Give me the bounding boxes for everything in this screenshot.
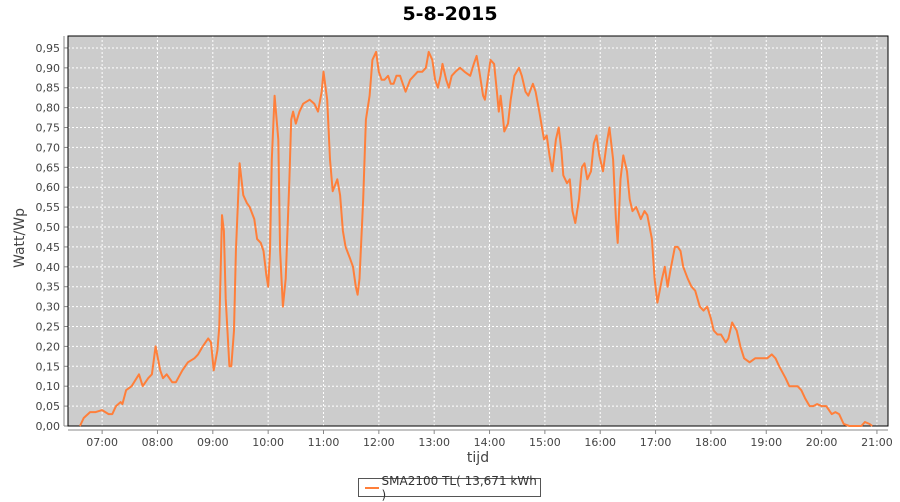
series-line [79,50,873,427]
y-tick-label: 0,90 [36,62,61,75]
y-tick-label: 0,40 [36,261,61,274]
y-tick-label: 0,60 [36,181,61,194]
y-tick-label: 0,15 [36,360,61,373]
x-tick-label: 08:00 [142,436,174,449]
legend-swatch [365,486,379,489]
x-tick-label: 19:00 [750,436,782,449]
y-tick-label: 0,10 [36,380,61,393]
x-tick-label: 13:00 [418,436,450,449]
x-tick-label: 20:00 [806,436,838,449]
y-tick-label: 0,45 [36,241,61,254]
x-tick-label: 16:00 [584,436,616,449]
y-tick-label: 0,05 [36,400,61,413]
y-tick-label: 0,20 [36,340,61,353]
y-tick-label: 0,50 [36,221,61,234]
plot-border [67,35,889,427]
x-tick-label: 18:00 [695,436,727,449]
y-tick-label: 0,95 [36,42,61,55]
x-tick-label: 14:00 [474,436,506,449]
x-tick-label: 21:00 [861,436,893,449]
plot-area [68,36,888,426]
chart-title: 5-8-2015 [402,3,498,25]
y-tick-label: 0,55 [36,201,61,214]
y-tick-label: 0,35 [36,281,61,294]
y-tick-label: 0,30 [36,301,61,314]
x-tick-label: 12:00 [363,436,395,449]
y-tick-label: 0,85 [36,82,61,95]
y-tick-label: 0,75 [36,122,61,135]
y-tick-label: 0,25 [36,321,61,334]
x-tick-label: 17:00 [640,436,672,449]
x-axis-label: tijd [466,450,490,466]
y-tick-label: 0,00 [36,420,61,433]
x-tick-label: 09:00 [197,436,229,449]
legend-label: SMA2100 TL( 13,671 kWh ) [381,473,537,502]
x-tick-label: 11:00 [308,436,340,449]
x-tick-label: 15:00 [529,436,561,449]
x-tick-label: 10:00 [252,436,284,449]
legend: SMA2100 TL( 13,671 kWh ) [358,474,541,502]
y-tick-label: 0,80 [36,102,61,115]
y-axis-label: Watt/Wp [12,208,28,268]
y-tick-label: 0,70 [36,141,61,154]
y-tick-label: 0,65 [36,161,61,174]
x-tick-label: 07:00 [86,436,118,449]
